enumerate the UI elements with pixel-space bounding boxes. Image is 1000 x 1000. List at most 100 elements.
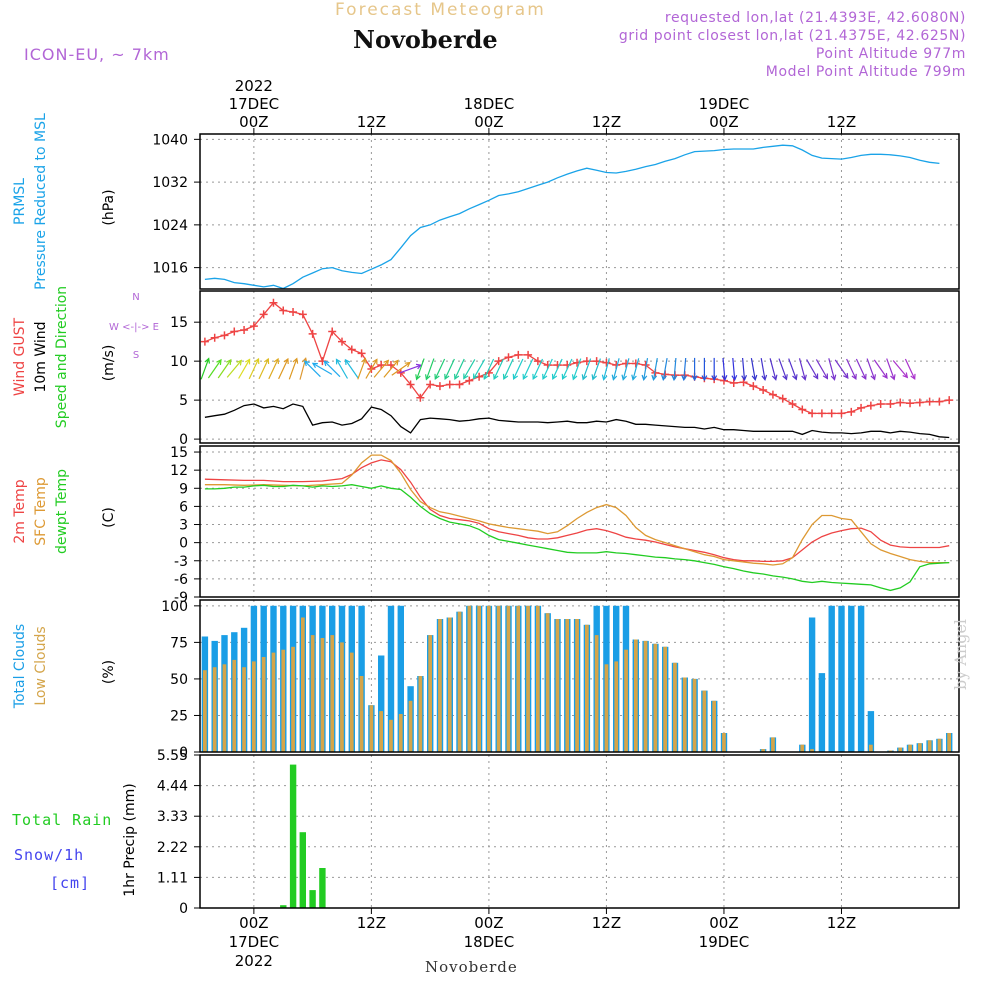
precip-bar	[289, 764, 297, 908]
wind-direction-arrow	[463, 359, 476, 379]
clouds-bar	[340, 642, 344, 752]
top-hour-label: 00Z	[474, 113, 503, 131]
clouds-bar	[908, 744, 912, 752]
wind-direction-arrow	[323, 360, 341, 378]
wind-direction-arrow	[750, 357, 756, 380]
wind-arrow-head	[882, 372, 888, 380]
top-year-label: 2022	[235, 77, 273, 95]
clouds-bar	[526, 605, 530, 752]
clouds-bar	[387, 605, 395, 752]
wind-direction-arrow	[268, 358, 279, 380]
wind-direction-arrow	[855, 358, 867, 380]
wind-arrow-head	[236, 359, 243, 366]
pressure-axis-label: PRMSL	[12, 178, 28, 225]
wind-direction-arrow	[513, 358, 524, 380]
clouds-bar	[477, 605, 481, 752]
y-tick-label: 12	[170, 463, 188, 479]
wind-direction-arrow	[304, 360, 321, 378]
temperature-unit-label: (C)	[101, 507, 117, 528]
wind-arrow-head	[415, 363, 423, 370]
clouds-bar	[828, 605, 835, 752]
top-date-label: 17DEC	[229, 95, 280, 113]
wind-direction-arrow	[454, 358, 465, 380]
gust-point-marker	[935, 397, 944, 406]
wind-direction-arrow	[391, 362, 411, 376]
wind-arrow-head	[701, 375, 708, 382]
wind-direction-arrow	[562, 358, 573, 380]
wind-arrow-head	[861, 373, 867, 381]
wind-direction-arrow	[873, 359, 888, 379]
wind-direction-arrow	[662, 357, 668, 380]
y-tick-label: 0	[179, 745, 188, 761]
y-tick-label: 9	[179, 481, 188, 497]
temperature-series-line	[204, 484, 950, 592]
pressure-axis-label: Pressure Reduced to MSL	[33, 113, 49, 290]
bottom-date-label: 19DEC	[699, 933, 750, 951]
wind-direction-arrow	[732, 357, 736, 380]
clouds-bar	[496, 605, 501, 752]
wind-arrow-head	[741, 375, 748, 382]
gust-point-marker	[808, 409, 817, 418]
wind-arrow-head	[902, 372, 909, 379]
y-tick-label: 4.44	[157, 779, 188, 795]
gust-point-marker	[347, 345, 356, 354]
wind-series-line	[204, 301, 950, 415]
wind-direction-arrow	[643, 357, 649, 380]
wind-arrow-head	[890, 374, 896, 381]
wind-direction-arrow	[632, 358, 640, 380]
wind-direction-arrow	[365, 359, 378, 379]
clouds-bar	[604, 664, 609, 752]
wind-arrow-head	[601, 374, 608, 381]
clouds-bar	[810, 749, 814, 752]
wind-axis-label: Wind GUST	[12, 317, 28, 396]
y-tick-label: 3.33	[157, 809, 188, 825]
wind-direction-arrow	[652, 357, 658, 380]
precip-bar	[299, 832, 306, 908]
gust-point-marker	[308, 329, 317, 338]
wind-arrow-head	[830, 374, 837, 381]
top-hour-label: 12Z	[827, 113, 856, 131]
clouds-bar	[545, 613, 550, 752]
clouds-bar	[447, 617, 452, 752]
wind-arrow-head	[581, 374, 588, 381]
wind-arrow-head	[651, 374, 658, 382]
wind-direction-arrow	[572, 358, 582, 380]
wind-direction-arrow	[357, 358, 366, 380]
wind-arrow-head	[344, 358, 351, 365]
wind-arrow-head	[851, 373, 857, 381]
wind-arrow-head	[463, 373, 469, 380]
clouds-bar	[927, 740, 932, 752]
clouds-unit-label: (%)	[101, 660, 117, 684]
wind-direction-arrow	[760, 357, 766, 380]
wind-direction-arrow	[612, 358, 620, 380]
clouds-bar	[398, 714, 403, 752]
clouds-bar	[232, 659, 237, 752]
compass-west-east: W <-|-> E	[109, 322, 159, 333]
wind-direction-arrow	[904, 358, 916, 380]
y-tick-label: 100	[161, 599, 188, 615]
bottom-date-label: 18DEC	[464, 933, 515, 951]
gust-point-marker	[289, 308, 298, 317]
wind-arrow-head	[512, 373, 519, 381]
gust-point-marker	[896, 398, 905, 407]
wind-direction-arrow	[582, 358, 592, 380]
clouds-bar	[379, 711, 383, 752]
gust-point-marker	[837, 409, 846, 418]
y-tick-label: 6	[179, 499, 188, 515]
wind-arrow-head	[323, 360, 330, 367]
top-date-label: 18DEC	[464, 95, 515, 113]
wind-direction-arrow	[722, 357, 726, 380]
chart-marks	[200, 144, 954, 908]
wind-axis-label: 10m Wind	[33, 321, 49, 392]
clouds-bar	[643, 640, 648, 752]
bottom-hour-label: 00Z	[709, 914, 738, 932]
wind-series-line	[204, 403, 950, 439]
wind-arrow-head	[870, 374, 876, 381]
wind-arrow-head	[641, 374, 648, 382]
gust-point-marker	[945, 396, 954, 405]
gust-point-marker	[749, 382, 758, 391]
clouds-bar	[467, 605, 472, 752]
footer-location: Novoberde	[425, 958, 518, 976]
wind-direction-arrow	[886, 358, 895, 380]
y-tick-label: 3	[179, 518, 188, 534]
